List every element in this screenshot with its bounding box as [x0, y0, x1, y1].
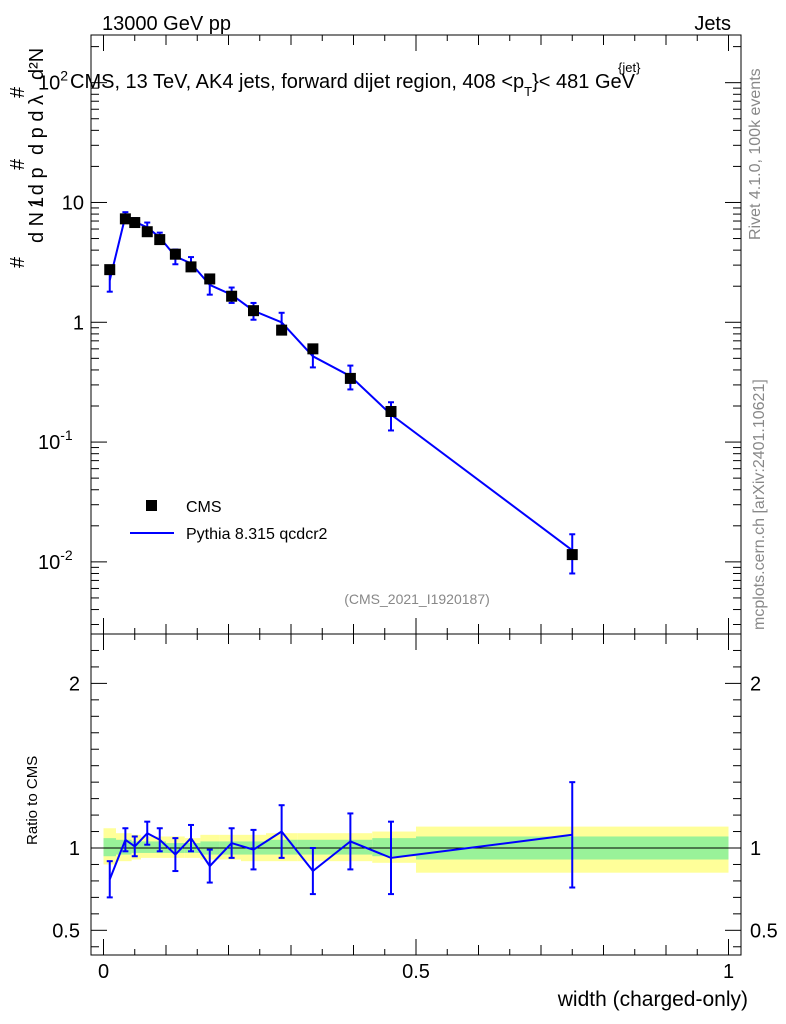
cms-data-point: [119, 213, 131, 225]
x-axis-label: width (charged-only): [557, 988, 748, 1011]
cms-data-point: [154, 234, 166, 246]
svg-text:1: 1: [26, 197, 48, 208]
x-tick-label: 1: [723, 961, 734, 983]
ratio-band-inner: [103, 838, 116, 857]
svg-text:d p d λ: d p d λ: [26, 95, 48, 155]
subtitle-main: CMS, 13 TeV, AK4 jets, forward dijet reg…: [70, 71, 524, 93]
cms-data-point: [104, 264, 116, 276]
svg-text:#: #: [7, 158, 29, 170]
legend-cms-marker: [146, 500, 157, 511]
ratio-plot-frame: [90, 633, 742, 956]
subtitle-end: }< 481 GeV: [532, 71, 636, 93]
cms-data-point: [129, 217, 141, 229]
cms-data-point: [385, 405, 397, 417]
ratio-y-tick-label: 2: [69, 673, 80, 695]
ratio-ylabel: Ratio to CMS: [24, 756, 41, 845]
svg-text:#: #: [7, 256, 29, 268]
ratio-y-tick-label-right: 1: [750, 838, 761, 860]
ratio-y-tick-label-right: 0.5: [750, 920, 778, 942]
ratio-y-tick-label: 0.5: [52, 920, 80, 942]
y-tick-label: 10-2: [38, 547, 73, 574]
cms-data-point: [169, 248, 181, 260]
subtitle-sub: T: [524, 84, 532, 99]
ratio-band-inner: [131, 841, 141, 853]
cms-data-point: [226, 290, 238, 302]
mc-line: [108, 214, 573, 552]
cms-data-point: [204, 273, 216, 285]
cms-data-point: [566, 549, 578, 561]
main-ylabel: # d N / d p 1 # d p d λ # d²N: [7, 48, 48, 268]
main-plot-frame: [90, 34, 742, 635]
ratio-band-inner: [141, 841, 154, 853]
cms-data-point: [344, 372, 356, 384]
mcplots-label: mcplots.cern.ch [arXiv:2401.10621]: [751, 379, 768, 630]
svg-text:d N / d p: d N / d p: [26, 167, 48, 243]
svg-text:#: #: [7, 86, 29, 98]
legend-mc-label: Pythia 8.315 qcdcr2: [186, 526, 328, 543]
ratio-y-tick-label: 1: [69, 838, 80, 860]
y-tick-label: 10: [62, 192, 84, 214]
header-left: 13000 GeV pp: [102, 13, 231, 35]
header-right: Jets: [694, 13, 731, 35]
rivet-label: Rivet 4.1.0, 100k events: [747, 68, 764, 240]
subtitle-sup: {jet}: [618, 60, 641, 75]
ratio-band-inner: [372, 838, 416, 857]
cms-data-point: [307, 343, 319, 355]
x-tick-label: 0: [98, 961, 109, 983]
cms-data-point: [276, 324, 288, 336]
svg-text:d²N: d²N: [26, 48, 48, 80]
ratio-y-tick-label-right: 2: [750, 673, 761, 695]
y-tick-label: 102: [38, 68, 68, 95]
y-tick-label: 10-1: [38, 427, 73, 454]
cms-data-point: [185, 261, 197, 273]
analysis-tag: (CMS_2021_I1920187): [344, 591, 490, 607]
plot-subtitle: CMS, 13 TeV, AK4 jets, forward dijet reg…: [70, 71, 636, 99]
y-tick-label: 1: [73, 312, 84, 334]
legend-cms-label: CMS: [186, 499, 222, 516]
x-tick-label: 0.5: [402, 961, 430, 983]
cms-data-point: [141, 226, 153, 238]
cms-data-point: [248, 305, 259, 317]
